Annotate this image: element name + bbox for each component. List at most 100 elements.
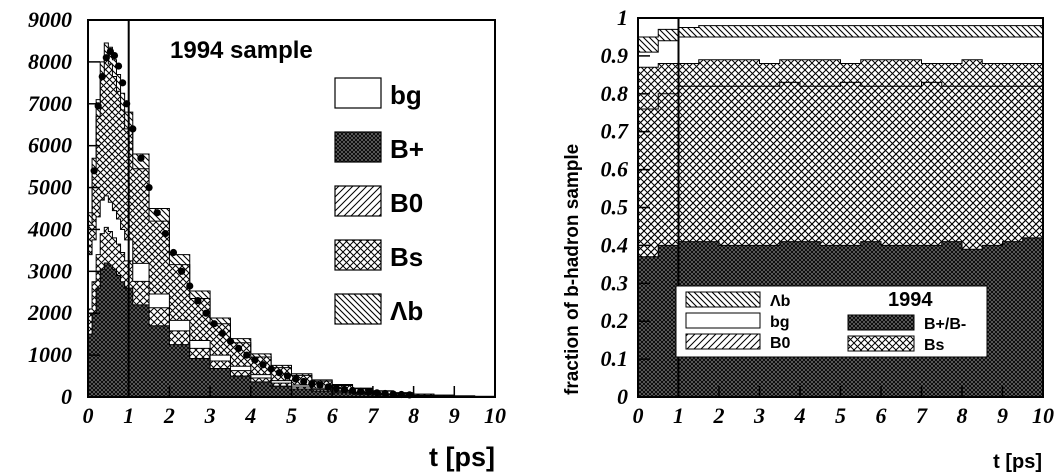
- left-data-point: [316, 381, 324, 389]
- left-x-tick-label: 4: [244, 403, 256, 428]
- left-legend-swatch-b: [334, 131, 382, 163]
- left-y-tick-label: 9000: [28, 7, 72, 32]
- right-legend: Λb bg B0 B+/B- Bs: [685, 291, 966, 354]
- right-xlabel: t [ps]: [993, 451, 1042, 473]
- right-y-tick-label: 0.1: [601, 346, 629, 371]
- left-legend-label-b0: B0: [390, 188, 423, 218]
- left-y-tick-label: 7000: [28, 91, 72, 116]
- left-y-tick-label: 6000: [28, 133, 72, 158]
- right-panel: 0 1 2 3 4 5 6 7 8 9 10 0 0.1 0.2 0.3 0.4 0.5 0.6 0.7 0.8 0.9…: [562, 5, 1054, 473]
- left-legend-swatch-bg: [334, 77, 382, 109]
- left-y-tick-label: 0: [61, 384, 72, 409]
- right-year-title: 1994: [888, 289, 933, 311]
- left-legend-label-b: B+: [390, 134, 424, 164]
- left-data-point: [381, 389, 389, 398]
- right-legend-swatch-bs: [847, 335, 915, 352]
- left-data-point: [129, 125, 137, 133]
- left-data-point: [102, 54, 110, 62]
- right-tick-labels: 0 1 2 3 4 5 6 7 8 9 10 0 0.1 0.2 0.3 0.4 0.5 0.6 0.7 0.8 0.9…: [601, 5, 1055, 428]
- left-data-point: [348, 386, 357, 395]
- left-y-tick-label: 8000: [28, 49, 72, 74]
- right-legend-label-b0: B0: [770, 335, 791, 352]
- left-data-point: [194, 297, 202, 305]
- right-x-tick-label: 9: [997, 403, 1008, 428]
- left-data-point: [110, 52, 119, 60]
- left-data-points: [90, 47, 414, 399]
- left-legend-label-bs: Bs: [390, 242, 423, 272]
- left-data-point: [186, 282, 194, 290]
- right-y-tick-label: 1: [617, 5, 628, 30]
- right-x-tick-label: 1: [673, 403, 684, 428]
- right-legend-label-b-b: B+/B-: [924, 316, 966, 333]
- left-data-point: [137, 154, 145, 162]
- right-x-tick-label: 3: [753, 403, 765, 428]
- right-legend-swatch-b0: [685, 333, 761, 350]
- left-data-point: [90, 167, 98, 175]
- right-legend-swatch-bg: [685, 312, 761, 329]
- left-data-point: [243, 351, 251, 359]
- left-data-point: [332, 384, 340, 392]
- left-x-tick-label: 8: [408, 403, 419, 428]
- right-y-tick-label: 0.4: [601, 232, 629, 257]
- left-data-point: [324, 383, 332, 391]
- left-ticks: [87, 19, 496, 398]
- left-data-point: [267, 365, 275, 373]
- left-data-point: [251, 356, 259, 364]
- left-data-point: [202, 309, 210, 317]
- right-legend-label-bs: Bs: [924, 337, 945, 354]
- right-x-tick-label: 6: [876, 403, 887, 428]
- left-x-tick-label: 1: [123, 403, 134, 428]
- left-sample-title: 1994 sample: [170, 37, 313, 64]
- left-data-point: [308, 379, 316, 388]
- left-data-point: [218, 329, 226, 337]
- right-y-tick-label: 0.9: [601, 43, 629, 68]
- left-data-point: [210, 320, 218, 328]
- right-y-tick-label: 0.3: [601, 270, 629, 295]
- right-y-tick-label: 0.5: [601, 195, 629, 220]
- left-legend-swatch-b0: [334, 185, 382, 217]
- left-y-tick-label: 2000: [27, 300, 72, 325]
- left-data-point: [365, 388, 373, 396]
- left-data-point: [275, 369, 283, 377]
- left-data-point: [357, 387, 365, 395]
- left-xlabel: t [ps]: [429, 442, 495, 472]
- left-legend: bg B+ B0 Bs Λb: [334, 77, 424, 326]
- left-x-tick-label: 2: [163, 403, 175, 428]
- left-data-point: [340, 385, 349, 394]
- right-x-tick-label: 7: [916, 403, 928, 428]
- right-x-tick-label: 8: [957, 403, 968, 428]
- left-data-point: [291, 375, 300, 383]
- right-legend-label-bg: bg: [770, 314, 790, 331]
- right-x-tick-label: 4: [794, 403, 806, 428]
- right-y-tick-label: 0.8: [601, 81, 629, 106]
- left-y-tick-label: 4000: [27, 216, 72, 241]
- right-x-tick-label: 5: [835, 403, 846, 428]
- right-y-tick-label: 0.7: [601, 119, 630, 144]
- right-y-tick-label: 0.6: [601, 157, 629, 182]
- right-x-tick-label: 2: [713, 403, 725, 428]
- left-data-point: [283, 372, 292, 380]
- right-legend-label-b: Λb: [770, 293, 791, 310]
- left-data-point: [300, 377, 308, 386]
- left-y-tick-label: 5000: [28, 175, 72, 200]
- left-data-point: [118, 79, 127, 87]
- left-legend-swatch-b: [334, 293, 382, 325]
- left-data-point: [98, 72, 106, 81]
- left-data-point: [373, 389, 381, 397]
- left-data-point: [389, 390, 397, 398]
- left-data-point: [114, 62, 123, 70]
- left-data-point: [226, 337, 235, 345]
- left-data-point: [153, 209, 161, 217]
- left-data-point: [259, 361, 267, 369]
- left-data-point: [178, 267, 186, 275]
- right-x-tick-label: 0: [633, 403, 644, 428]
- left-x-tick-label: 10: [484, 403, 506, 428]
- left-x-tick-label: 3: [204, 403, 216, 428]
- right-x-tick-label: 10: [1032, 403, 1054, 428]
- left-x-tick-label: 7: [367, 403, 379, 428]
- left-tick-labels: 0 1 2 3 4 5 6 7 8 9 10 0 1000 2000 3000 4000 5000 6000 700…: [27, 7, 506, 428]
- left-x-tick-label: 5: [286, 403, 297, 428]
- left-x-tick-label: 6: [327, 403, 338, 428]
- left-x-tick-label: 0: [83, 403, 94, 428]
